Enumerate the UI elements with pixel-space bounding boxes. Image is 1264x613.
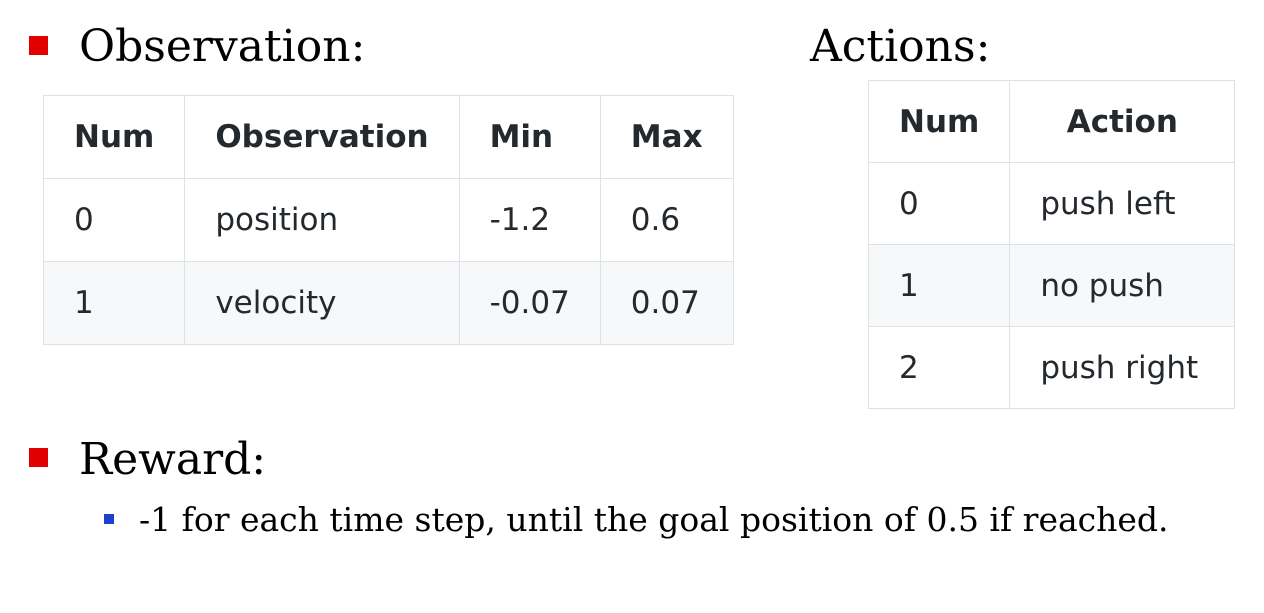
table-row: 1 velocity -0.07 0.07: [42, 261, 734, 345]
table-cell: 1: [867, 244, 1011, 327]
observation-table: Num Observation Min Max 0 position -1.2 …: [42, 95, 734, 345]
table-cell: push right: [1009, 326, 1236, 409]
table-header-row: Num Action: [867, 80, 1236, 163]
table-cell: -1.2: [458, 178, 601, 262]
table-cell: 0.6: [599, 178, 734, 262]
column-header-action: Action: [1009, 80, 1236, 163]
table-row: 1 no push: [867, 244, 1236, 327]
column-header-num: Num: [42, 95, 186, 179]
column-header-min: Min: [458, 95, 601, 179]
column-header-max: Max: [599, 95, 734, 179]
table-cell: velocity: [184, 261, 460, 345]
table-cell: 0: [42, 178, 186, 262]
table-row: 0 position -1.2 0.6: [42, 178, 734, 262]
reward-heading: Reward:: [79, 434, 267, 485]
table-cell: position: [184, 178, 460, 262]
table-cell: 1: [42, 261, 186, 345]
table-header-row: Num Observation Min Max: [42, 95, 734, 179]
actions-table: Num Action 0 push left 1 no push 2 push …: [867, 80, 1236, 409]
table-row: 2 push right: [867, 326, 1236, 409]
table-cell: -0.07: [458, 261, 601, 345]
observation-bullet-icon: [29, 36, 48, 55]
table-cell: push left: [1009, 162, 1236, 245]
table-cell: 0: [867, 162, 1011, 245]
table-cell: 0.07: [599, 261, 734, 345]
table-cell: no push: [1009, 244, 1236, 327]
actions-heading: Actions:: [810, 21, 991, 72]
reward-item-bullet-icon: [104, 514, 114, 524]
reward-bullet-icon: [29, 448, 48, 467]
reward-item-text: -1 for each time step, until the goal po…: [139, 500, 1169, 539]
table-row: 0 push left: [867, 162, 1236, 245]
column-header-observation: Observation: [184, 95, 460, 179]
observation-heading: Observation:: [79, 21, 366, 72]
column-header-num: Num: [867, 80, 1011, 163]
table-cell: 2: [867, 326, 1011, 409]
